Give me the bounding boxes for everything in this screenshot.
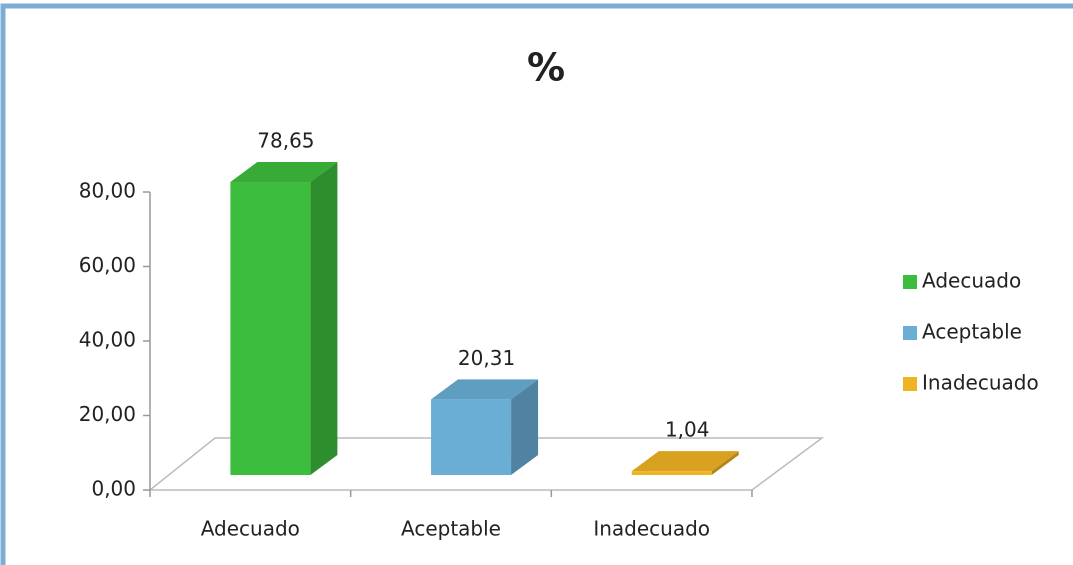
legend-swatch — [903, 275, 917, 289]
bar-top — [431, 379, 539, 400]
bar-top — [631, 451, 739, 472]
legend-label: Inadecuado — [922, 371, 1039, 395]
y-tick-label: 20,00 — [79, 402, 136, 426]
value-label: 1,04 — [665, 418, 710, 442]
x-tick-label: Aceptable — [401, 517, 501, 541]
legend-label: Adecuado — [922, 269, 1021, 293]
y-tick-label: 60,00 — [79, 253, 136, 277]
legend-label: Aceptable — [922, 320, 1022, 344]
value-label: 20,31 — [458, 346, 515, 370]
value-label: 78,65 — [257, 129, 314, 153]
legend-swatch — [903, 377, 917, 391]
bar-side — [711, 451, 739, 475]
bar-top — [230, 162, 338, 183]
bar-side — [310, 162, 338, 475]
bar-side — [511, 379, 539, 475]
legend-swatch — [903, 326, 917, 340]
x-tick-label: Adecuado — [201, 517, 300, 541]
chart-title: % — [527, 46, 565, 90]
y-tick-label: 80,00 — [79, 179, 136, 203]
frame — [0, 3, 1073, 565]
y-tick-label: 0,00 — [91, 477, 136, 501]
y-tick-label: 40,00 — [79, 328, 136, 352]
bar — [431, 399, 512, 475]
bar — [230, 182, 311, 475]
bar — [631, 471, 712, 475]
x-tick-label: Inadecuado — [593, 517, 710, 541]
